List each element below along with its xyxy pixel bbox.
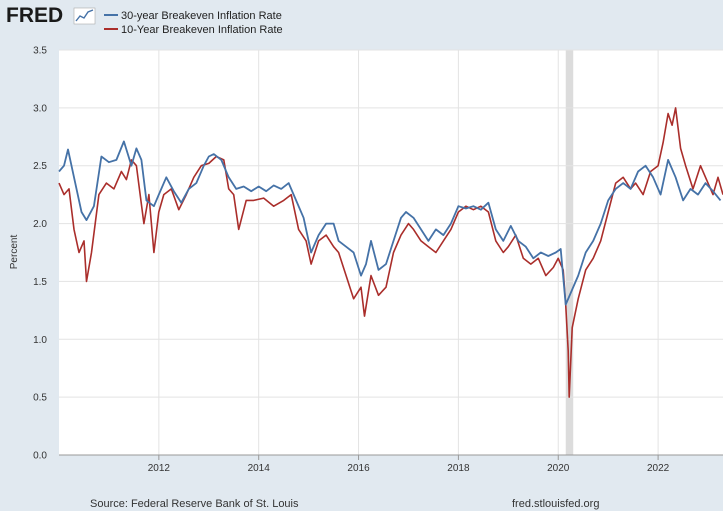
y-tick-label: 1.0 xyxy=(33,335,47,346)
legend-label-30y: 30-year Breakeven Inflation Rate xyxy=(121,10,282,22)
plot-area xyxy=(59,50,723,455)
fred-logo-text: FRED xyxy=(6,4,63,27)
y-tick-label: 2.0 xyxy=(33,219,47,230)
y-tick-label: 0.5 xyxy=(33,393,47,404)
legend: 30-year Breakeven Inflation Rate 10-Year… xyxy=(104,10,283,36)
x-tick-label: 2014 xyxy=(248,463,271,474)
y-tick-label: 1.5 xyxy=(33,277,47,288)
x-axis-ticks: 2012 2014 2016 2018 2020 2022 xyxy=(59,454,723,474)
y-tick-label: 3.0 xyxy=(33,103,47,114)
series-lines xyxy=(58,107,723,398)
x-tick-label: 2018 xyxy=(447,463,470,474)
legend-label-10y: 10-Year Breakeven Inflation Rate xyxy=(121,24,283,36)
recession-shading-layer xyxy=(565,50,574,455)
y-tick-label: 0.0 xyxy=(33,451,47,462)
fred-logo-line-icon xyxy=(75,9,94,22)
x-tick-label: 2016 xyxy=(347,463,370,474)
series-line-10y xyxy=(58,107,723,398)
fred-logo[interactable]: FRED xyxy=(6,4,96,27)
x-tick-label: 2022 xyxy=(647,463,670,474)
y-axis-label: Percent xyxy=(9,235,20,270)
series-line-30y xyxy=(58,140,722,306)
source-note: Source: Federal Reserve Bank of St. Loui… xyxy=(90,498,299,510)
y-axis-ticks: 0.0 0.5 1.0 1.5 2.0 2.5 3.0 3.5 xyxy=(33,46,47,462)
y-tick-label: 3.5 xyxy=(33,46,47,57)
x-tick-label: 2020 xyxy=(547,463,570,474)
y-tick-label: 2.5 xyxy=(33,161,47,172)
x-tick-label: 2012 xyxy=(148,463,171,474)
recession-band xyxy=(565,50,574,455)
site-link[interactable]: fred.stlouisfed.org xyxy=(512,498,599,510)
